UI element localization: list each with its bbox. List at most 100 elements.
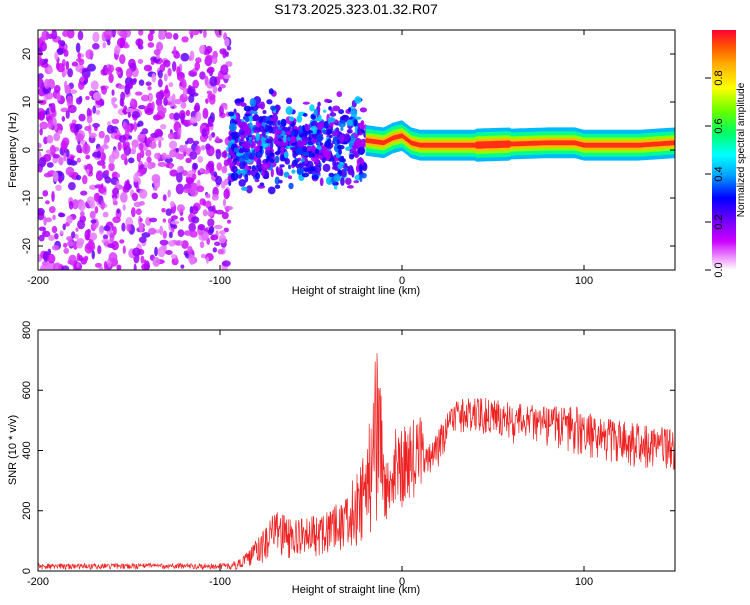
- spectral-cell: [64, 80, 68, 90]
- spectral-cell: [111, 89, 115, 96]
- spectral-cell: [277, 142, 284, 147]
- spectral-cell: [38, 157, 46, 168]
- spectral-cell: [214, 241, 221, 246]
- spectral-cell: [301, 151, 310, 157]
- colorbar-tick-label: 0.0: [713, 262, 725, 277]
- spectral-cell: [138, 104, 146, 110]
- spectral-cell: [210, 131, 216, 138]
- spectral-cell: [157, 69, 163, 79]
- spectral-cell: [124, 124, 132, 133]
- spectral-cell: [326, 138, 332, 144]
- spectral-cell: [129, 62, 137, 72]
- spectral-cell: [45, 217, 52, 223]
- spectral-cell: [57, 129, 63, 135]
- spectral-cell: [122, 245, 126, 254]
- spectral-cell: [106, 124, 115, 134]
- spectral-cell: [162, 107, 167, 114]
- spectral-cell: [339, 134, 345, 143]
- spectral-cell: [54, 51, 59, 61]
- spectral-cell: [278, 138, 283, 142]
- spectral-cell: [329, 112, 337, 117]
- spectral-cell: [128, 135, 132, 140]
- spectral-cell: [65, 166, 75, 176]
- spectral-cell: [296, 115, 303, 123]
- spectral-cell: [285, 97, 293, 105]
- spectral-cell: [49, 144, 56, 156]
- spectral-cell: [51, 225, 58, 234]
- spectral-cell: [208, 118, 213, 124]
- spectral-cell: [91, 250, 95, 260]
- spectral-cell: [194, 102, 201, 113]
- spectral-cell: [165, 208, 173, 216]
- x-tick-label: -200: [27, 275, 49, 287]
- spectral-cell: [217, 87, 222, 92]
- spectral-cell: [66, 95, 74, 105]
- spectral-cell: [195, 57, 202, 64]
- spectral-cell: [122, 30, 128, 39]
- spectral-cell: [228, 135, 232, 141]
- spectral-cell: [199, 241, 205, 249]
- spectral-cell: [38, 234, 45, 242]
- spectral-cell: [313, 108, 318, 117]
- spectral-cell: [53, 132, 61, 142]
- spectral-cell: [247, 169, 252, 176]
- spectral-cell: [311, 138, 318, 144]
- spectral-cell: [249, 110, 258, 114]
- spectral-cell: [85, 154, 91, 160]
- spectral-cell: [176, 165, 184, 173]
- spectral-cell: [202, 30, 207, 39]
- spectral-cell: [192, 173, 197, 180]
- spectral-cell: [301, 172, 310, 178]
- y-tick-label: 10: [21, 96, 33, 108]
- spectral-cell: [98, 266, 104, 270]
- spectral-cell: [138, 222, 144, 233]
- spectral-cell: [205, 193, 211, 199]
- spectrogram-y-label: Frequency (Hz): [7, 112, 19, 188]
- spectral-cell: [196, 185, 205, 193]
- spectral-cell: [331, 130, 339, 137]
- spectral-cell: [115, 66, 123, 72]
- spectral-cell: [268, 88, 274, 95]
- spectral-cell: [291, 169, 296, 174]
- spectral-cell: [274, 184, 281, 189]
- spectral-cell: [78, 255, 83, 262]
- spectral-cell: [288, 116, 295, 122]
- spectral-cell: [154, 246, 158, 257]
- spectral-cell: [85, 95, 90, 101]
- spectral-cell: [221, 260, 231, 267]
- spectral-cell: [285, 106, 294, 115]
- spectral-cell: [219, 104, 224, 116]
- spectral-cell: [206, 90, 213, 95]
- spectral-cell: [298, 162, 303, 168]
- spectral-cell: [156, 136, 164, 142]
- spectral-cell: [65, 60, 70, 70]
- spectral-cell: [67, 68, 74, 78]
- chart-title: S173.2025.323.01.32.R07: [274, 1, 438, 17]
- spectral-cell: [358, 163, 363, 173]
- spectral-cell: [261, 163, 270, 171]
- spectral-cell: [66, 215, 73, 224]
- spectral-cell: [340, 127, 344, 131]
- spectral-cell: [189, 186, 199, 197]
- spectral-cell: [346, 119, 353, 127]
- x-tick-label: 0: [399, 275, 405, 287]
- spectral-cell: [141, 232, 151, 238]
- spectral-cell: [333, 173, 341, 182]
- spectral-cell: [133, 263, 137, 270]
- spectral-cell: [168, 240, 176, 247]
- y-tick-label: -20: [21, 238, 33, 254]
- spectral-cell: [194, 61, 201, 71]
- spectral-cell: [307, 130, 313, 134]
- spectral-cell: [68, 200, 74, 210]
- spectral-cell: [139, 149, 145, 159]
- spectral-cell: [169, 169, 179, 177]
- spectral-cell: [52, 153, 60, 159]
- spectral-cell: [302, 113, 308, 117]
- spectral-cell: [85, 49, 94, 60]
- spectral-cell: [129, 78, 137, 86]
- spectral-cell: [238, 160, 246, 170]
- spectral-cell: [221, 211, 229, 220]
- spectral-cell: [283, 171, 290, 178]
- spectral-cell: [192, 162, 199, 170]
- spectral-cell: [188, 94, 195, 103]
